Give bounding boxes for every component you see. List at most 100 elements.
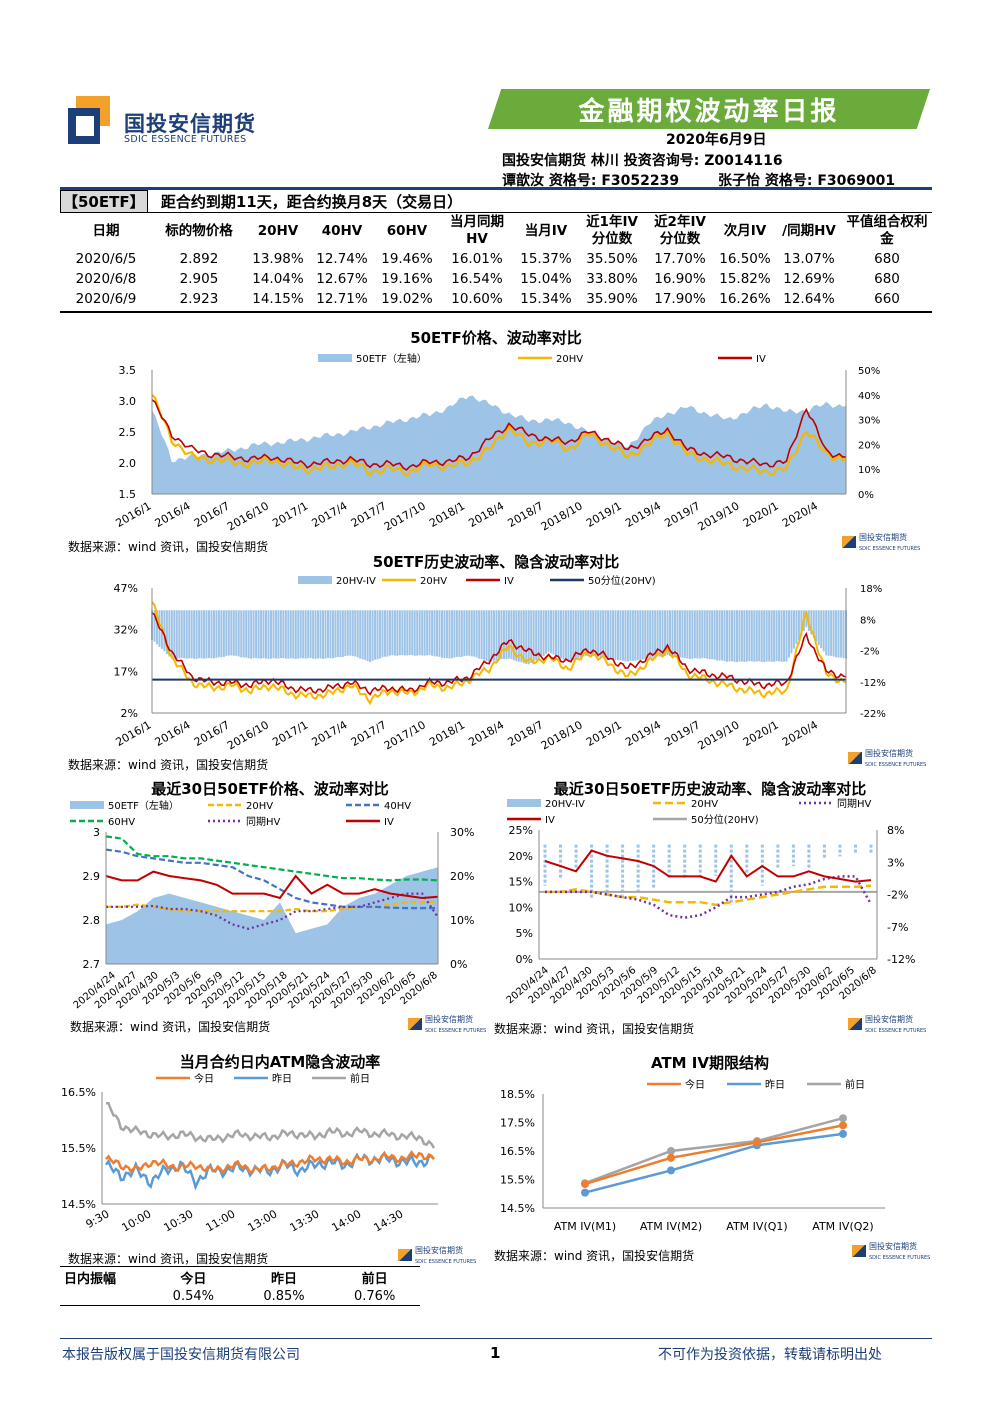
y-left-tick: 1.5 xyxy=(119,488,137,501)
hv20-line xyxy=(151,394,847,478)
etf-tag: 【50ETF】 xyxy=(60,190,148,213)
y-right-tick: -2% xyxy=(860,647,879,658)
table-row: 2020/6/9 2.923 14.15% 12.71% 19.02% 10.60% 15.… xyxy=(60,289,932,309)
yesterday-point xyxy=(667,1166,675,1175)
y-tick: 17.5% xyxy=(500,1117,535,1130)
report-title: 金融期权波动率日报 xyxy=(488,89,930,129)
y-left-tick: 2.9 xyxy=(83,870,101,883)
col-header: 20HV xyxy=(257,222,299,239)
y-tick: 14.5% xyxy=(61,1198,96,1211)
x-category: ATM IV(M1) xyxy=(554,1220,616,1233)
table-cell: 16.90% xyxy=(654,271,706,287)
x-tick: 10:30 xyxy=(162,1207,196,1234)
chart4-title: 最近30日50ETF历史波动率、隐含波动率对比 xyxy=(553,780,867,798)
y-right-tick: -2% xyxy=(887,889,908,902)
expiry-note: 距合约到期11天，距合约换月8天（交易日） xyxy=(160,193,463,211)
col-header: 次月IV xyxy=(723,222,767,239)
today-point xyxy=(667,1153,675,1162)
table-cell: 16.50% xyxy=(719,251,771,267)
amplitude-value: 0.54% xyxy=(172,1289,214,1304)
col-header: 近2年IV分位数 xyxy=(654,214,706,247)
y-tick: 15.5% xyxy=(61,1142,96,1155)
iv-line xyxy=(105,870,439,900)
y-right-tick: 18% xyxy=(860,584,882,595)
legend-label: 今日 xyxy=(194,1072,214,1085)
legend-label: 40HV xyxy=(384,801,411,812)
y-right-tick: 8% xyxy=(860,615,876,626)
legend-label: 50ETF（左轴） xyxy=(356,352,427,365)
y-right-tick: 0% xyxy=(450,958,467,971)
mini-logo-icon xyxy=(852,1245,866,1257)
y-right-tick: -12% xyxy=(860,678,886,689)
legend-label: 昨日 xyxy=(765,1079,785,1091)
daybefore-point xyxy=(839,1114,847,1123)
legend-swatch xyxy=(70,801,104,809)
y-right-tick: 10% xyxy=(858,465,880,476)
table-cell: 2020/6/8 xyxy=(75,271,137,287)
hv40-line xyxy=(105,848,438,910)
chart6-title: ATM IV期限结构 xyxy=(650,1054,769,1072)
mini-logo-icon xyxy=(398,1249,412,1261)
table-cell: 35.50% xyxy=(586,251,638,267)
table-cell: 15.37% xyxy=(520,251,572,267)
x-tick: 2016/1 xyxy=(113,718,153,749)
x-tick: 2017/4 xyxy=(310,499,350,530)
table-cell: 2.905 xyxy=(179,271,219,287)
mini-logo-icon xyxy=(848,752,862,764)
hv20-line xyxy=(545,884,872,907)
x-tick: 2016/4 xyxy=(153,499,193,530)
table-cell: 12.71% xyxy=(316,291,368,307)
yesterday-point xyxy=(839,1129,847,1138)
yesterday-point xyxy=(581,1188,589,1197)
table-cell: 17.90% xyxy=(654,291,706,307)
y-right-tick: 30% xyxy=(450,826,474,839)
y-left-tick: 32% xyxy=(114,624,138,637)
x-tick: 2016/4 xyxy=(153,718,193,749)
table-cell: 2.892 xyxy=(179,251,219,267)
legend-label: 昨日 xyxy=(272,1073,292,1085)
y-left-tick: 3.0 xyxy=(119,395,137,408)
table-cell: 16.54% xyxy=(451,271,503,287)
table-cell: 15.82% xyxy=(719,271,771,287)
x-tick: 10:00 xyxy=(120,1207,154,1234)
table-cell: 19.16% xyxy=(381,271,433,287)
chart3-source: 数据来源：wind 资讯，国投安信期货 xyxy=(70,1020,271,1034)
x-category: ATM IV(Q1) xyxy=(726,1220,787,1233)
x-tick: 2019/10 xyxy=(696,718,742,752)
legend-label: 20HV xyxy=(691,799,718,810)
y-left-tick: 20% xyxy=(509,850,533,863)
x-tick: 2020/4 xyxy=(780,718,820,749)
amplitude-col: 昨日 xyxy=(270,1272,297,1287)
x-tick: 2018/10 xyxy=(539,499,585,533)
header-divider xyxy=(60,187,932,190)
chart3-title: 最近30日50ETF价格、波动率对比 xyxy=(151,780,389,798)
y-right-tick: 0% xyxy=(858,490,874,501)
table-cell: 14.15% xyxy=(252,291,304,307)
table-cell: 35.90% xyxy=(586,291,638,307)
chart6-term-structure: 今日 昨日 前日 18.5% 17.5% 16.5% 15.5% 14.5% ATM IV(M1… xyxy=(500,1078,885,1233)
table-cell: 19.02% xyxy=(381,291,433,307)
table-cell: 680 xyxy=(874,271,900,287)
x-tick: 2016/10 xyxy=(225,718,271,752)
table-cell: 13.98% xyxy=(252,251,304,267)
x-tick: 2018/4 xyxy=(466,499,506,530)
legend-label: 20HV xyxy=(246,801,273,812)
analyst-line-2b: 张子怡 资格号: F3069001 xyxy=(718,173,896,189)
x-category: ATM IV(M2) xyxy=(640,1220,702,1233)
table-cell: 2020/6/9 xyxy=(75,291,137,307)
summary-header: 【50ETF】 距合约到期11天，距合约换月8天（交易日） xyxy=(60,190,932,213)
yesterday-line xyxy=(104,1150,435,1191)
y-right-tick: 10% xyxy=(450,914,474,927)
y-tick: 16.5% xyxy=(500,1145,535,1158)
y-left-tick: 2.8 xyxy=(83,914,101,927)
table-cell: 17.70% xyxy=(654,251,706,267)
mini-logo-icon xyxy=(408,1018,422,1030)
daybefore-line xyxy=(106,1101,436,1149)
hv-same-line xyxy=(106,892,439,930)
y-tick: 16.5% xyxy=(61,1086,96,1099)
mini-logo: 国投安信期货 SDIC ESSENCE FUTURES xyxy=(398,1245,476,1265)
x-tick: 2017/1 xyxy=(270,499,310,530)
company-name-cn: 国投安信期货 xyxy=(124,112,256,136)
legend-label: 20HV xyxy=(556,354,583,365)
table-cell: 33.80% xyxy=(586,271,638,287)
